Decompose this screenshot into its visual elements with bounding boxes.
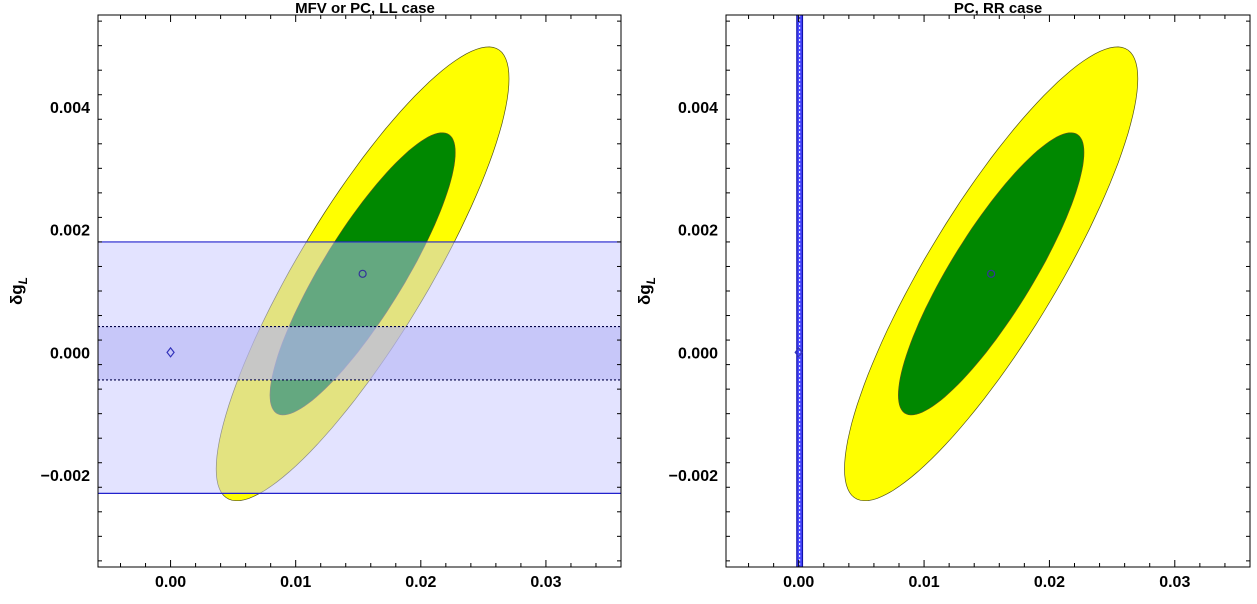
x-tick-label: 0.03 — [530, 574, 561, 591]
y-axis-label: δgL — [635, 277, 658, 305]
y-tick-label: −0.002 — [669, 468, 718, 485]
x-tick-label: 0.01 — [908, 574, 939, 591]
y-tick-label: 0.002 — [50, 223, 90, 240]
best-fit-marker — [987, 269, 996, 278]
y-tick-label: 0.004 — [678, 100, 718, 117]
plot-content — [98, 46, 621, 502]
best-fit-marker — [358, 269, 367, 278]
chart-panel-right: PC, RR case 0.00 0.01 0.02 0.03 −0.002 0.000 0… — [628, 0, 1257, 604]
x-tick-label: 0.00 — [783, 574, 814, 591]
y-tick-label: 0.000 — [678, 345, 718, 362]
x-tick-label: 0.02 — [405, 574, 436, 591]
chart-left-svg: MFV or PC, LL case 0.00 0.01 0.02 0.03 −0.00… — [7, 0, 622, 604]
x-tick-label: 0.01 — [280, 574, 311, 591]
x-tick-label: 0.02 — [1034, 574, 1065, 591]
chart-right-svg: PC, RR case 0.00 0.01 0.02 0.03 −0.002 0.000 0… — [635, 0, 1251, 604]
confidence-region-1 — [898, 132, 1085, 416]
y-tick-label: 0.000 — [50, 345, 90, 362]
constraint-band-1 — [98, 326, 621, 380]
sm-point-marker — [166, 346, 175, 358]
x-tick-label: 0.00 — [155, 574, 186, 591]
x-tick-label: 0.03 — [1159, 574, 1190, 591]
chart-title: MFV or PC, LL case — [295, 0, 435, 17]
y-axis-label: δgL — [7, 277, 30, 305]
plot-content — [794, 15, 1139, 567]
y-tick-label: 0.004 — [50, 100, 90, 117]
sm-point-marker — [794, 346, 803, 358]
chart-panel-left: MFV or PC, LL case 0.00 0.01 0.02 0.03 −0.00… — [0, 0, 628, 604]
y-tick-label: 0.002 — [678, 223, 718, 240]
chart-title: PC, RR case — [954, 0, 1042, 17]
y-tick-label: −0.002 — [41, 468, 90, 485]
